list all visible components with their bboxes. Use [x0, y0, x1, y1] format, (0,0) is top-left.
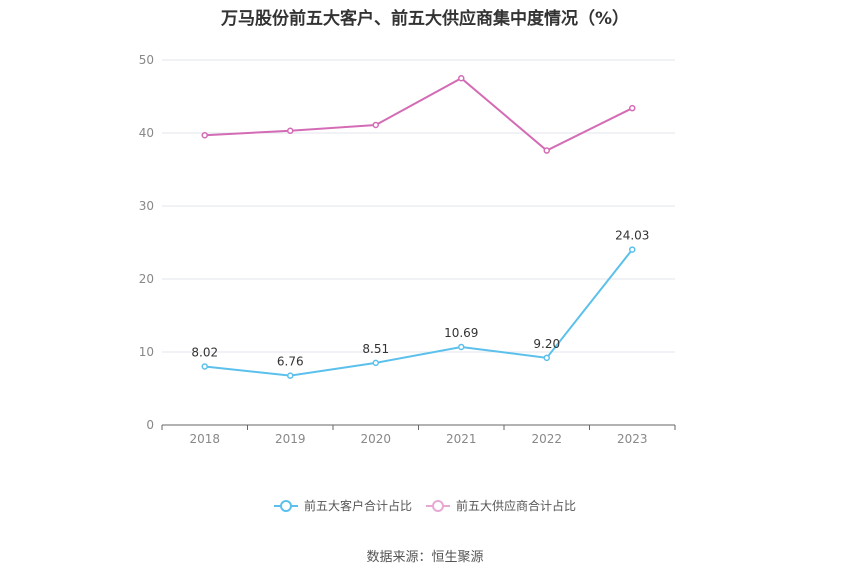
series-layer [201, 75, 636, 379]
y-tick-label: 20 [139, 272, 154, 286]
data-labels: 8.02 6.76 8.51 10.69 9.20 24.03 [191, 229, 649, 369]
data-point-0 [458, 343, 465, 351]
data-point-1 [372, 121, 379, 129]
data-label-0: 6.76 [277, 355, 304, 369]
data-point-0 [629, 246, 636, 253]
data-point-0 [287, 372, 294, 379]
chart-title: 万马股份前五大客户、前五大供应商集中度情况（%） [220, 9, 630, 29]
data-point-1 [201, 131, 208, 139]
x-tick-label: 2019 [275, 432, 306, 446]
y-tick-label: 50 [139, 53, 154, 67]
x-tick-label: 2020 [360, 432, 391, 446]
axes: 0 10 20 30 40 50 2018 2019 2020 2021 2022 2023 [139, 53, 676, 446]
y-tick-label: 40 [139, 126, 154, 140]
x-tick-label: 2018 [189, 432, 220, 446]
source-note: 数据来源：恒生聚源 [366, 550, 484, 565]
legend-item-suppliers[interactable]: 前五大供应商合计占比 [426, 497, 576, 514]
x-tick-label: 2022 [531, 432, 562, 446]
data-point-0 [543, 354, 550, 362]
y-tick-label: 30 [139, 199, 154, 213]
legend-marker-suppliers [426, 499, 450, 512]
data-point-1 [458, 75, 465, 82]
legend-item-customers[interactable]: 前五大客户合计占比 [273, 497, 412, 514]
data-point-1 [543, 147, 550, 154]
series-line-1 [204, 77, 633, 152]
data-point-0 [372, 359, 379, 367]
x-tick-label: 2021 [446, 432, 477, 446]
data-point-0 [201, 363, 208, 370]
legend-label-suppliers: 前五大供应商合计占比 [456, 499, 577, 513]
data-label-0: 24.03 [615, 229, 649, 243]
series-line-0 [204, 248, 634, 377]
data-label-0: 9.20 [533, 337, 560, 351]
y-tick-label: 0 [146, 418, 154, 432]
data-label-0: 8.51 [362, 342, 389, 356]
legend-marker-customers [273, 499, 298, 512]
legend: 前五大客户合计占比 前五大供应商合计占比 [0, 497, 850, 514]
y-tick-label: 10 [139, 345, 154, 359]
data-label-0: 10.69 [444, 326, 478, 340]
data-label-0: 8.02 [191, 345, 218, 359]
legend-label-customers: 前五大客户合计占比 [303, 499, 412, 513]
data-point-1 [629, 104, 636, 112]
x-tick-label: 2023 [617, 432, 648, 446]
data-point-1 [287, 127, 294, 135]
grid-lines [162, 59, 675, 353]
